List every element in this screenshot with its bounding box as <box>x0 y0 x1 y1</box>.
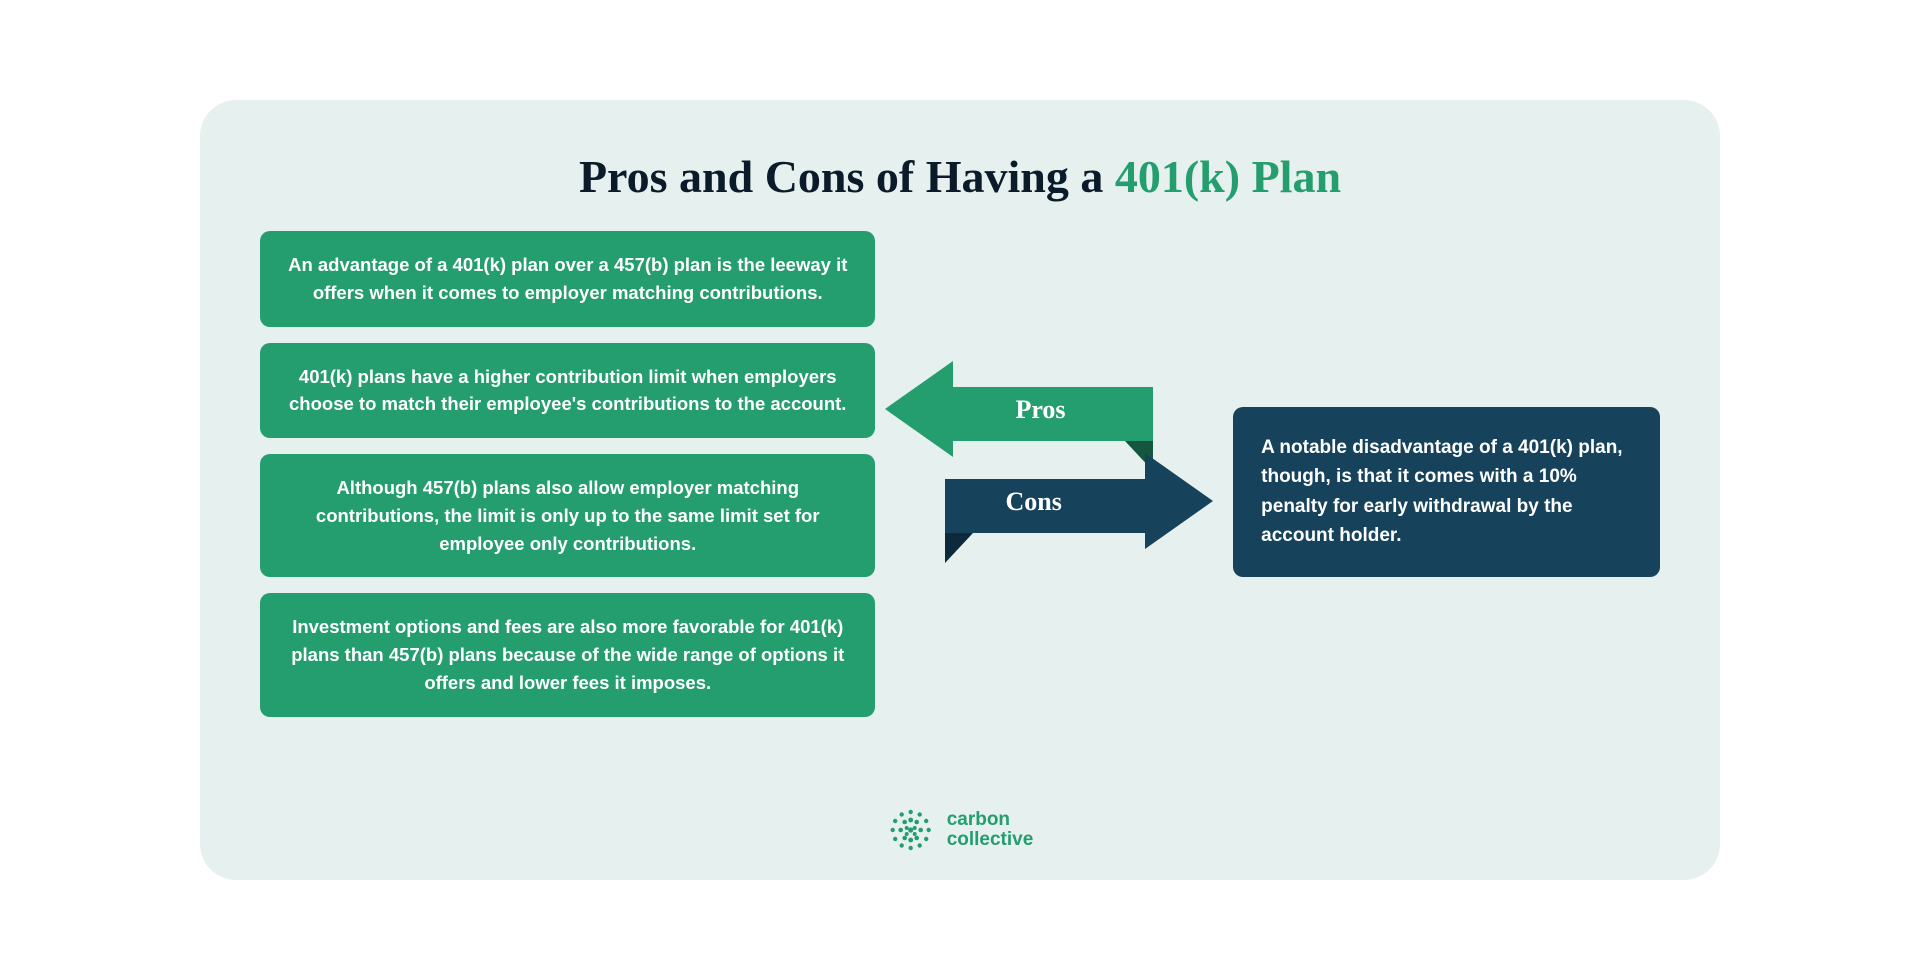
cons-arrow-icon <box>925 443 1225 573</box>
brand-logo: carbon collective <box>887 806 1034 854</box>
pros-arrow-label: Pros <box>1015 395 1065 425</box>
logo-mark-icon <box>887 806 935 854</box>
con-item: A notable disadvantage of a 401(k) plan,… <box>1233 407 1660 577</box>
infographic-card: Pros and Cons of Having a 401(k) Plan An… <box>200 100 1720 880</box>
logo-line1: carbon <box>947 810 1034 830</box>
page-title: Pros and Cons of Having a 401(k) Plan <box>260 150 1660 203</box>
pro-item: Investment options and fees are also mor… <box>260 593 875 716</box>
content-row: An advantage of a 401(k) plan over a 457… <box>260 231 1660 717</box>
pro-item: Although 457(b) plans also allow employe… <box>260 454 875 577</box>
title-main: Pros and Cons of Having a <box>579 151 1115 202</box>
logo-line2: collective <box>947 830 1034 850</box>
cons-arrow-label: Cons <box>1005 487 1061 517</box>
title-accent: 401(k) Plan <box>1115 151 1341 202</box>
arrows-wrap: Pros Cons <box>895 351 1213 571</box>
pro-item: An advantage of a 401(k) plan over a 457… <box>260 231 875 327</box>
arrows-column: Pros Cons <box>895 231 1213 571</box>
pro-item: 401(k) plans have a higher contribution … <box>260 343 875 439</box>
pros-column: An advantage of a 401(k) plan over a 457… <box>260 231 875 717</box>
cons-column: A notable disadvantage of a 401(k) plan,… <box>1233 231 1660 577</box>
logo-text: carbon collective <box>947 810 1034 850</box>
